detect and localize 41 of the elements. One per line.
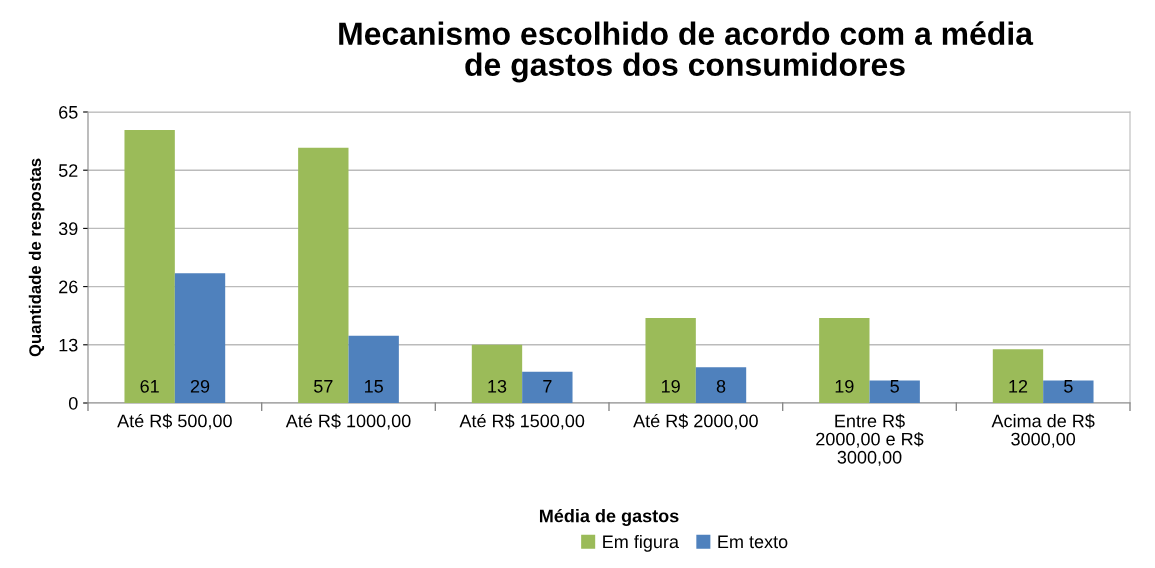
bar <box>522 371 573 403</box>
bar <box>348 335 399 403</box>
data-label: 61 <box>140 379 159 393</box>
y-tick-label: 39 <box>58 222 78 236</box>
bar <box>869 380 920 403</box>
data-label: 57 <box>314 380 333 393</box>
bar <box>471 344 523 403</box>
data-label: 13 <box>488 379 507 393</box>
data-label: 5 <box>890 380 899 393</box>
y-tick-label: 13 <box>59 338 78 352</box>
bar <box>1043 380 1094 403</box>
bar <box>174 273 226 403</box>
data-label: 15 <box>365 380 383 393</box>
legend-label: Em figura <box>603 534 679 552</box>
x-tick-label: Até R$ 1000,00 <box>285 413 411 430</box>
data-label: 12 <box>1009 379 1028 393</box>
data-label: 19 <box>661 379 680 393</box>
bar <box>819 317 870 403</box>
bar <box>124 129 175 403</box>
x-tick-label: Acima de R$ 3000,00 <box>991 413 1095 448</box>
y-tick-label: 65 <box>59 105 78 119</box>
x-tick-label: Até R$ 500,00 <box>117 413 232 430</box>
bar <box>695 367 747 403</box>
bar <box>298 147 349 403</box>
data-label: 19 <box>835 379 854 393</box>
chart-title: Mecanismo escolhido de acordo com a média de gastos dos consumidores <box>339 21 1034 83</box>
y-tick-label: 0 <box>68 396 78 410</box>
legend-label: Em texto <box>718 535 788 549</box>
x-axis-title: Média de gastos <box>539 508 679 526</box>
y-tick-label: 26 <box>59 280 78 294</box>
x-tick-label: Até R$ 2000,00 <box>633 413 758 430</box>
y-axis-title: Quantidade de respostas <box>28 158 45 357</box>
data-label: 8 <box>716 379 726 393</box>
y-tick-label: 52 <box>58 164 78 177</box>
bar <box>645 317 696 403</box>
x-tick-label: Até R$ 1500,00 <box>459 413 585 430</box>
data-label: 29 <box>190 379 210 393</box>
data-label: 5 <box>1064 380 1073 393</box>
x-tick-label: Entre R$ 2000,00 e R$ 3000,00 <box>816 413 924 466</box>
data-label: 7 <box>543 380 552 393</box>
bar <box>992 349 1044 403</box>
